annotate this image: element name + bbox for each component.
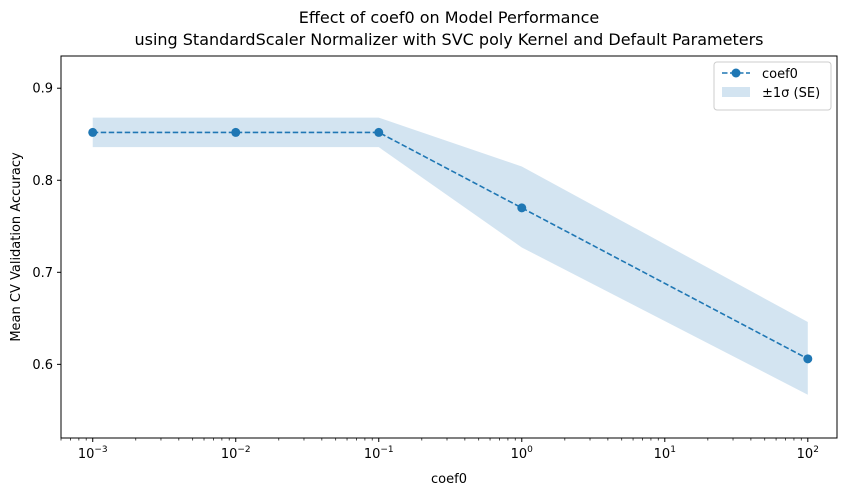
legend-band-swatch xyxy=(722,87,750,97)
data-point xyxy=(517,203,527,213)
x-tick-label: 10−3 xyxy=(78,445,108,462)
legend-box xyxy=(713,61,832,111)
x-axis: 10−3 10−2 10−1 100 101 102 xyxy=(60,438,819,462)
data-point xyxy=(803,354,813,364)
plot-frame xyxy=(60,55,838,439)
chart-title: Effect of coef0 on Model Performance xyxy=(299,8,600,27)
legend-label-band: ±1σ (SE) xyxy=(762,86,820,101)
x-tick-label: 102 xyxy=(797,445,819,462)
y-axis-label: Mean CV Validation Accuracy xyxy=(9,152,24,342)
x-tick-label: 101 xyxy=(654,445,676,462)
data-point xyxy=(88,127,98,137)
legend-marker-swatch xyxy=(731,68,741,78)
legend: coef0 ±1σ (SE) xyxy=(713,61,832,111)
chart-subtitle: using StandardScaler Normalizer with SVC… xyxy=(134,30,763,49)
series-line xyxy=(92,131,809,360)
y-tick-label: 0.6 xyxy=(32,358,53,373)
data-point xyxy=(374,127,384,137)
y-axis: 0.6 0.7 0.8 0.9 xyxy=(32,82,61,373)
x-tick-label: 10−2 xyxy=(221,445,251,462)
confidence-band xyxy=(92,117,808,395)
y-tick-label: 0.7 xyxy=(32,266,53,281)
data-point xyxy=(231,127,241,137)
legend-label-series: coef0 xyxy=(762,67,798,82)
y-tick-label: 0.8 xyxy=(32,174,53,189)
x-axis-label: coef0 xyxy=(431,472,467,487)
plot-area xyxy=(88,117,813,395)
x-tick-label: 100 xyxy=(511,445,534,462)
x-tick-label: 10−1 xyxy=(364,445,394,462)
y-tick-label: 0.9 xyxy=(32,82,53,97)
